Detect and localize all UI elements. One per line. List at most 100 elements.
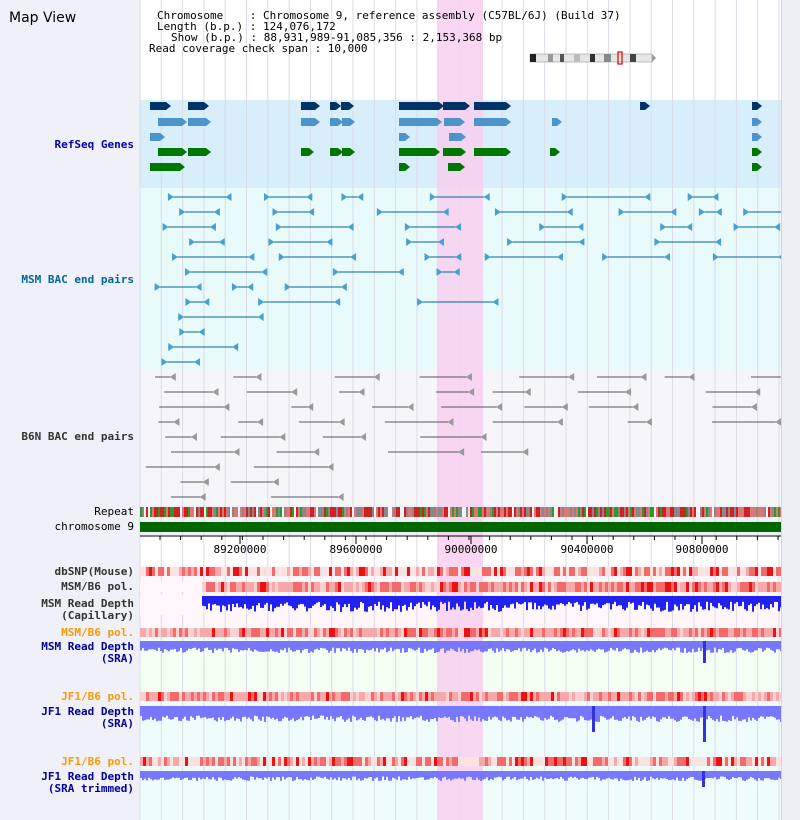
bac-end-marker [203, 298, 210, 306]
bac-end-marker [561, 403, 568, 411]
read-depth-bin [508, 771, 510, 777]
track-label-refseq[interactable]: RefSeq Genes [54, 138, 134, 151]
bac-end-marker [438, 238, 445, 246]
read-depth-bin [470, 596, 472, 608]
repeat-element [770, 507, 772, 517]
read-depth-bin [480, 641, 482, 652]
read-depth-bin [482, 706, 484, 720]
polymorphism-bin [521, 692, 524, 701]
polymorphism-bin [596, 692, 599, 701]
read-depth-bin [378, 771, 380, 781]
bac-end-marker [566, 208, 573, 216]
refseq-gene [301, 118, 315, 126]
polymorphism-bin [434, 628, 437, 637]
polymorphism-bin [182, 692, 185, 701]
read-depth-bin [664, 596, 666, 610]
read-depth-bin [638, 641, 640, 653]
read-depth-bin [524, 596, 526, 602]
polymorphism-bin [557, 582, 560, 592]
read-depth-bin [722, 596, 724, 610]
repeat-element [742, 507, 744, 517]
polymorphism-bin [506, 757, 509, 766]
repeat-element [562, 507, 564, 517]
polymorphism-bin [773, 567, 776, 576]
polymorphism-bin [629, 582, 632, 592]
polymorphism-bin [323, 628, 326, 637]
read-depth-bin [440, 771, 442, 781]
read-depth-bin [366, 706, 368, 718]
repeat-element [498, 507, 500, 517]
polymorphism-bin [347, 757, 350, 766]
read-depth-bin [430, 771, 432, 778]
read-depth-bin [752, 771, 754, 778]
polymorphism-bin [176, 757, 179, 766]
bac-end-marker [347, 223, 354, 231]
read-depth-bin [676, 596, 678, 607]
polymorphism-bin [497, 567, 500, 576]
polymorphism-bin [419, 757, 422, 766]
polymorphism-bin [617, 757, 620, 766]
read-depth-bin [422, 706, 424, 721]
repeat-element [550, 507, 552, 517]
polymorphism-bin [695, 692, 698, 701]
read-depth-bin [480, 771, 482, 781]
polymorphism-bin [143, 692, 146, 701]
read-depth-bin [564, 771, 566, 781]
read-depth-bin [604, 596, 606, 605]
polymorphism-bin [323, 567, 326, 576]
polymorphism-bin [422, 628, 425, 637]
read-depth-bin [256, 641, 258, 651]
repeat-element [284, 507, 286, 517]
read-depth-bin [180, 706, 182, 722]
track-label-b6n-bac[interactable]: B6N BAC end pairs [21, 430, 134, 443]
polymorphism-bin [152, 692, 155, 701]
track-label-chromosome: chromosome 9 [54, 520, 134, 533]
read-depth-bin [756, 706, 758, 721]
read-depth-bin [632, 596, 634, 603]
repeat-element [620, 507, 622, 517]
polymorphism-bin [581, 692, 584, 701]
polymorphism-bin [719, 628, 722, 637]
read-depth-bin [198, 771, 200, 778]
track-label-msm-bac[interactable]: MSM BAC end pairs [21, 273, 134, 286]
ruler-tick-label: 90400000 [561, 543, 614, 556]
polymorphism-bin [320, 692, 323, 701]
polymorphism-bin [233, 692, 236, 701]
polymorphism-bin [377, 582, 380, 592]
read-depth-bin [658, 706, 660, 722]
read-depth-bin [202, 706, 204, 718]
polymorphism-bin [296, 567, 299, 576]
read-depth-bin [488, 641, 490, 649]
repeat-element [590, 507, 592, 517]
polymorphism-bin [731, 582, 734, 592]
polymorphism-bin [461, 567, 464, 576]
read-depth-bin [416, 706, 418, 718]
polymorphism-bin [437, 628, 440, 637]
read-depth-bin [468, 596, 470, 612]
polymorphism-bin [374, 692, 377, 701]
read-depth-bin [622, 596, 624, 610]
refseq-gene [399, 133, 405, 141]
read-depth-bin [582, 641, 584, 651]
read-depth-bin [612, 596, 614, 605]
polymorphism-bin [404, 628, 407, 637]
read-depth-bin [188, 641, 190, 649]
read-depth-bin [720, 641, 722, 650]
read-depth-bin [508, 596, 510, 608]
vertical-scrollbar[interactable] [781, 0, 800, 820]
bac-end-marker [424, 253, 431, 261]
repeat-element [370, 507, 372, 517]
read-depth-bin [344, 641, 346, 649]
read-depth-bin [622, 641, 624, 650]
gene-strand-arrow [757, 102, 762, 110]
read-depth-bin [622, 706, 624, 719]
polymorphism-bin [404, 582, 407, 592]
read-depth-bin [316, 771, 318, 777]
gene-strand-arrow [350, 118, 355, 126]
read-depth-bin [514, 596, 516, 609]
repeat-element [684, 507, 686, 517]
repeat-element [238, 507, 240, 517]
polymorphism-bin [524, 692, 527, 701]
bac-end-marker [754, 388, 761, 396]
